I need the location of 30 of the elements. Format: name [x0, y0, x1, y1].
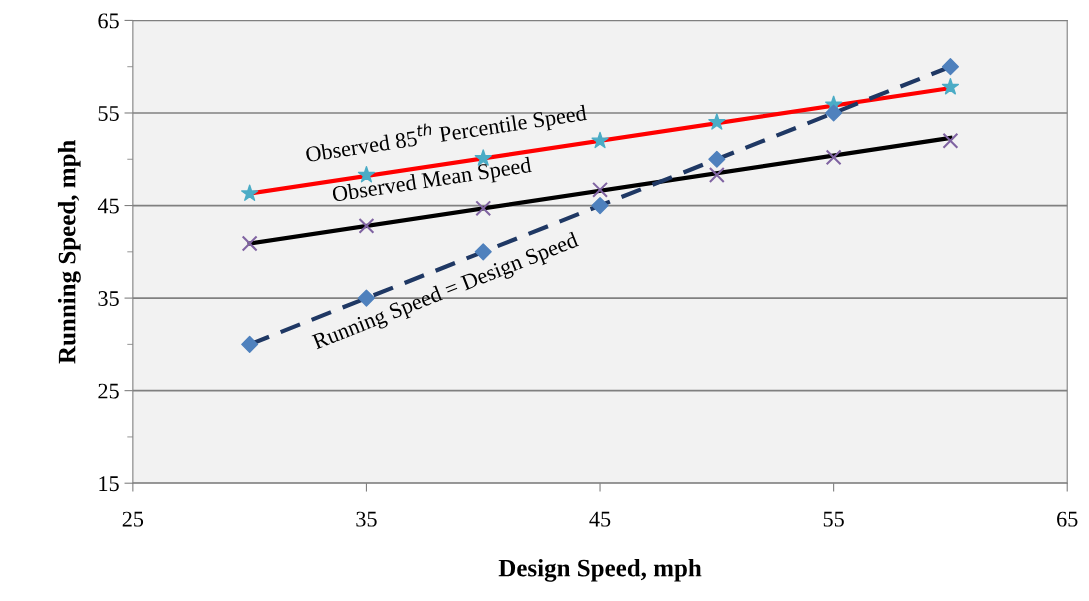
x-tick-label: 25 — [122, 511, 144, 527]
point — [475, 200, 492, 217]
point — [591, 131, 609, 149]
x-axis-title: Design Speed, mph — [498, 558, 702, 582]
point — [825, 104, 843, 122]
y-tick-label: 45 — [97, 198, 119, 214]
point — [708, 150, 726, 168]
point — [825, 149, 842, 166]
point — [941, 78, 960, 95]
point — [241, 235, 258, 252]
point — [708, 113, 726, 130]
x-tick-label: 65 — [1057, 511, 1078, 527]
point — [591, 196, 609, 215]
y-axis-title: Running Speed, mph — [57, 139, 81, 364]
y-tick-label: 55 — [98, 106, 119, 121]
x-tick-label: 55 — [823, 511, 844, 527]
point — [592, 181, 609, 198]
point — [708, 167, 725, 183]
y-tick-label: 35 — [98, 291, 119, 307]
y-tick-label: 25 — [98, 383, 119, 399]
point — [357, 289, 376, 307]
point — [358, 217, 375, 234]
point — [241, 335, 259, 353]
point — [241, 184, 259, 201]
x-tick-label: 35 — [356, 511, 377, 527]
point — [942, 132, 959, 149]
y-tick-label: 15 — [99, 476, 119, 492]
x-tick-label: 45 — [589, 511, 611, 527]
y-tick-label: 65 — [98, 13, 119, 29]
point — [941, 58, 959, 76]
